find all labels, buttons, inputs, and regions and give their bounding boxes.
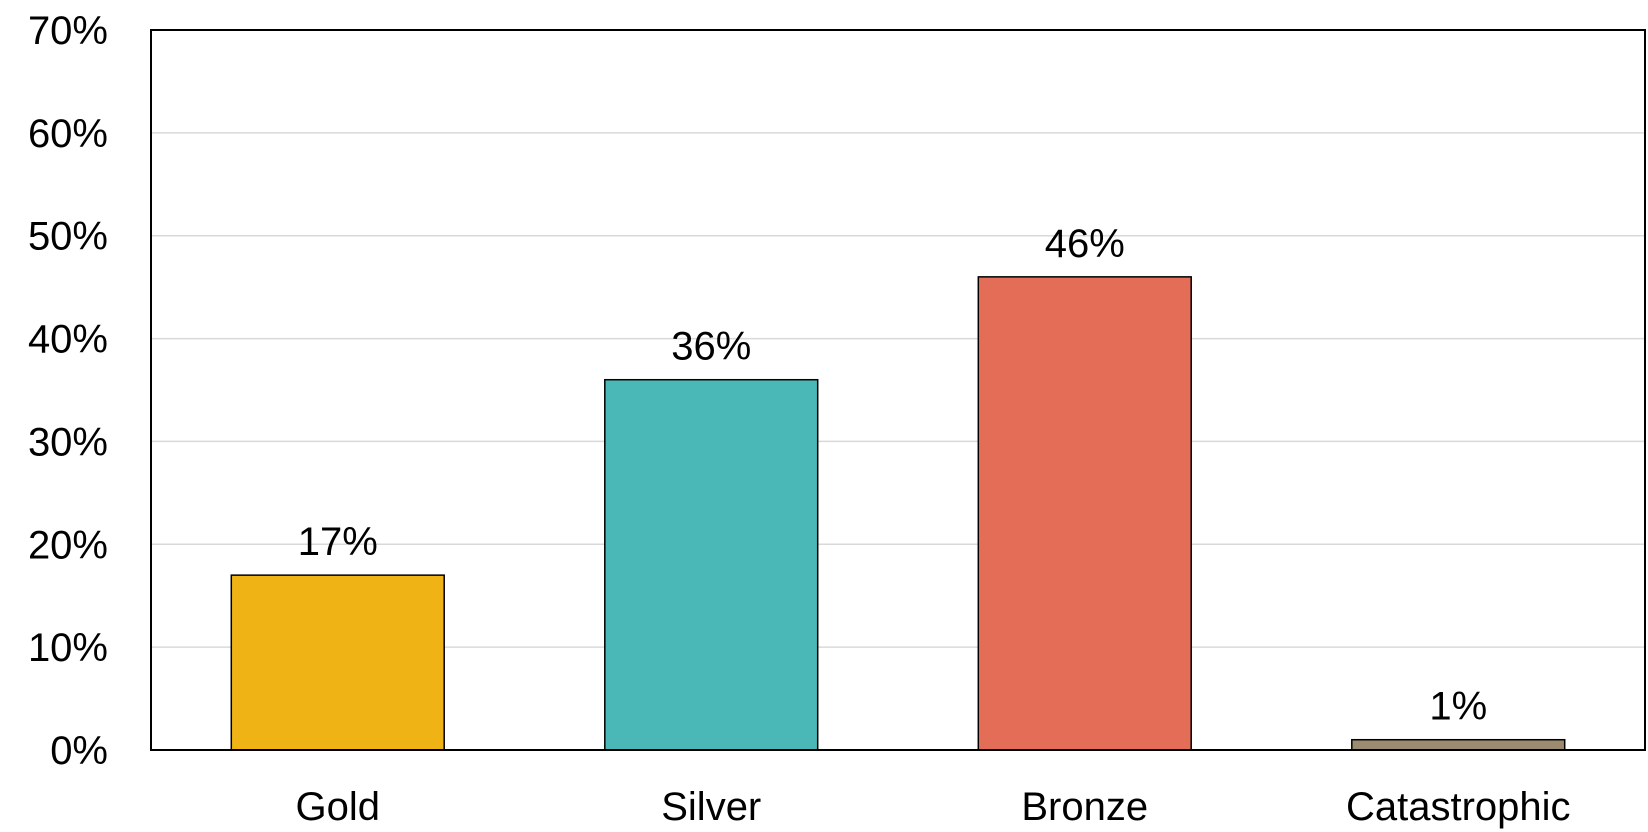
y-axis-ticks: 0% 10% 20% 30% 40% 50% 60% 70% <box>28 9 108 773</box>
y-tick-label: 40% <box>28 318 108 362</box>
data-labels: 17% 36% 46% 1% <box>298 222 1487 729</box>
y-tick-label: 70% <box>28 9 108 53</box>
bars <box>230 276 1566 751</box>
plot-area-frame <box>150 29 1646 751</box>
data-label-catastrophic: 1% <box>1429 685 1487 729</box>
y-tick-label: 60% <box>28 112 108 156</box>
y-tick-label: 20% <box>28 523 108 567</box>
bar-silver <box>604 378 819 751</box>
data-label-bronze: 46% <box>1045 222 1125 266</box>
category-label-bronze: Bronze <box>1021 785 1148 829</box>
bar-bronze <box>977 276 1192 751</box>
gridlines <box>151 132 1645 648</box>
data-label-gold: 17% <box>298 520 378 564</box>
y-tick-label: 50% <box>28 215 108 259</box>
x-axis-categories: Gold Silver Bronze Catastrophic <box>296 785 1571 829</box>
category-label-catastrophic: Catastrophic <box>1346 785 1571 829</box>
data-label-silver: 36% <box>671 325 751 369</box>
bar-gold <box>230 574 445 751</box>
category-label-silver: Silver <box>661 785 761 829</box>
y-tick-label: 0% <box>50 729 108 773</box>
y-tick-label: 30% <box>28 420 108 464</box>
category-label-gold: Gold <box>296 785 381 829</box>
bar-catastrophic <box>1351 738 1566 751</box>
y-tick-label: 10% <box>28 626 108 670</box>
